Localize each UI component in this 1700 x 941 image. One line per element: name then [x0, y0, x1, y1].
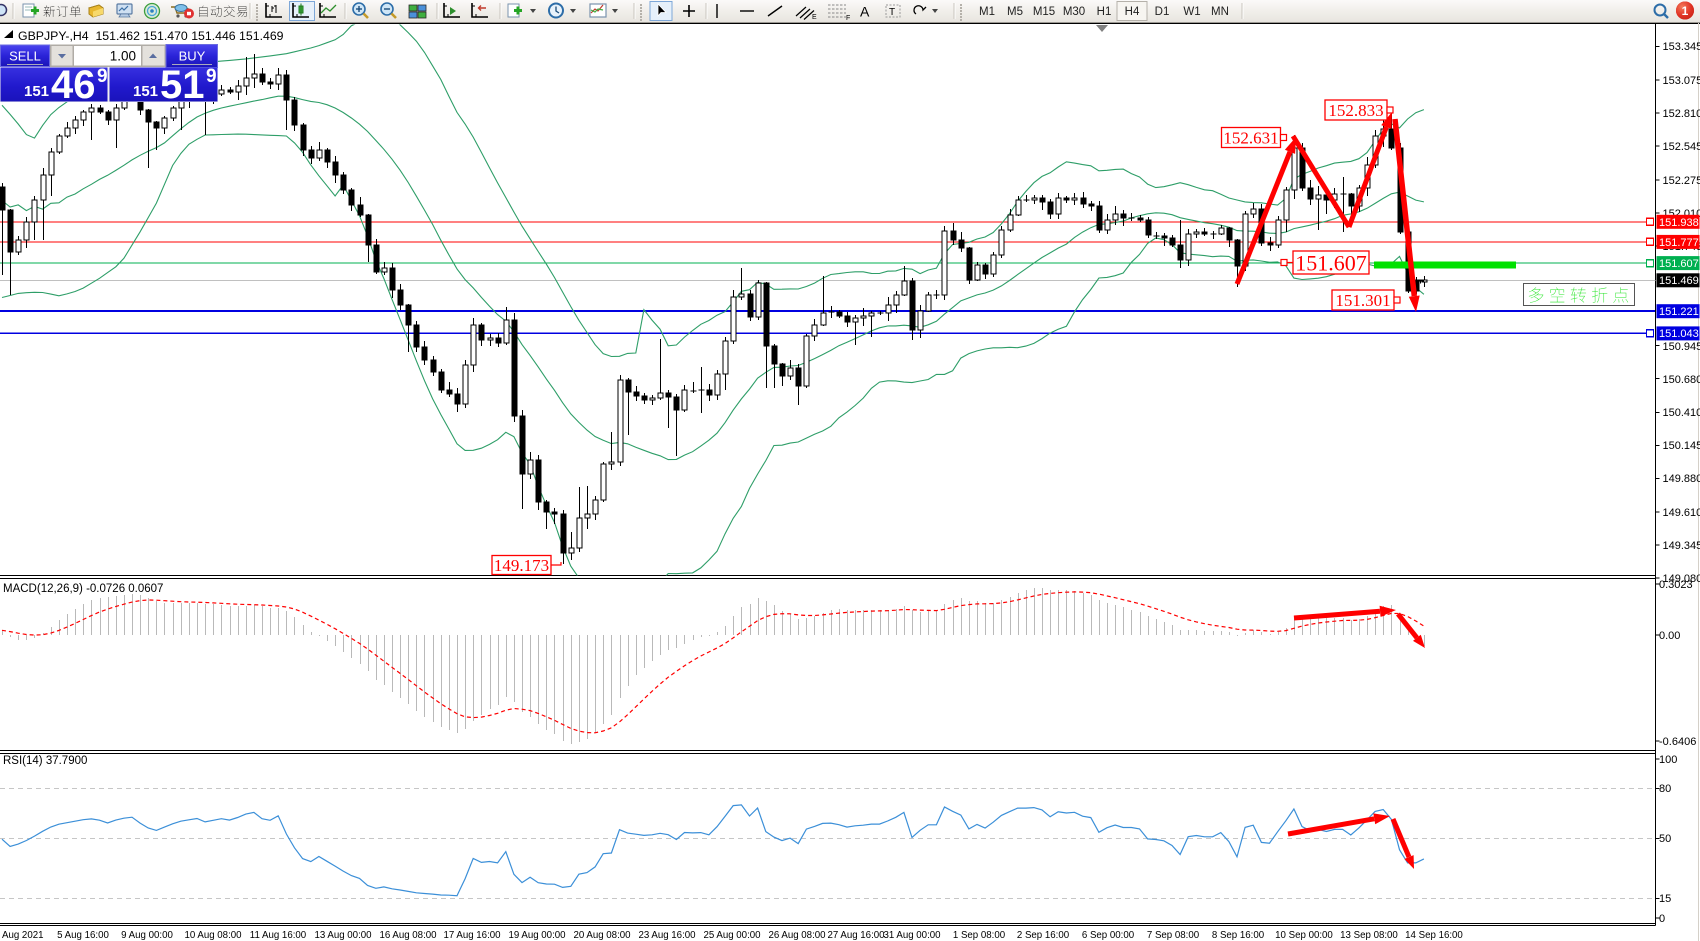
svg-text:153.075: 153.075	[1663, 75, 1700, 87]
svg-text:Aug 2021: Aug 2021	[2, 930, 43, 941]
svg-text:9 Aug 00:00: 9 Aug 00:00	[121, 930, 173, 941]
svg-text:151.221: 151.221	[1659, 306, 1699, 318]
svg-text:E: E	[812, 14, 817, 21]
svg-text:149.173: 149.173	[494, 556, 549, 575]
svg-text:151.607: 151.607	[1295, 250, 1367, 275]
svg-text:A: A	[860, 4, 870, 20]
svg-text:10 Sep 00:00: 10 Sep 00:00	[1275, 930, 1333, 941]
svg-text:-0.6406: -0.6406	[1659, 736, 1696, 748]
svg-text:9: 9	[97, 66, 108, 87]
svg-text:RSI(14) 37.7900: RSI(14) 37.7900	[3, 755, 87, 767]
svg-text:152.275: 152.275	[1663, 175, 1700, 187]
svg-text:M30: M30	[1063, 6, 1085, 18]
svg-text:19 Aug 00:00: 19 Aug 00:00	[508, 930, 566, 941]
svg-text:6 Sep 00:00: 6 Sep 00:00	[1082, 930, 1135, 941]
svg-text:152.631: 152.631	[1223, 129, 1278, 148]
svg-text:152.833: 152.833	[1328, 101, 1383, 120]
svg-text:9: 9	[206, 66, 217, 87]
svg-text:149.880: 149.880	[1663, 473, 1700, 485]
svg-text:13 Aug 00:00: 13 Aug 00:00	[314, 930, 372, 941]
svg-text:W1: W1	[1183, 6, 1200, 18]
svg-text:M5: M5	[1007, 6, 1023, 18]
svg-text:MACD(12,26,9) -0.0726 0.0607: MACD(12,26,9) -0.0726 0.0607	[3, 583, 163, 595]
svg-text:BUY: BUY	[179, 49, 206, 64]
svg-text:150.945: 150.945	[1663, 341, 1700, 353]
svg-text:0.00: 0.00	[1659, 630, 1680, 642]
svg-text:150.410: 150.410	[1663, 407, 1700, 419]
svg-text:0.3023: 0.3023	[1659, 579, 1693, 591]
svg-text:151.607: 151.607	[1659, 258, 1699, 270]
svg-text:50: 50	[1659, 833, 1671, 845]
svg-text:51: 51	[160, 63, 205, 107]
svg-text:13 Sep 08:00: 13 Sep 08:00	[1340, 930, 1398, 941]
svg-text:151.043: 151.043	[1659, 328, 1699, 340]
svg-text:46: 46	[51, 63, 96, 107]
svg-text:0: 0	[1659, 913, 1665, 925]
svg-text:151: 151	[24, 83, 49, 100]
svg-text:151.938: 151.938	[1659, 217, 1699, 229]
svg-text:150.145: 150.145	[1663, 440, 1700, 452]
svg-text:1.00: 1.00	[110, 49, 136, 64]
svg-text:31 Aug 00:00: 31 Aug 00:00	[883, 930, 941, 941]
svg-text:151: 151	[133, 83, 158, 100]
svg-text:GBPJPY-,H4 151.462 151.470 15: GBPJPY-,H4 151.462 151.470 151.446 151.4…	[18, 29, 284, 43]
svg-text:D1: D1	[1155, 6, 1170, 18]
svg-text:H4: H4	[1125, 6, 1140, 18]
svg-text:152.545: 152.545	[1663, 141, 1700, 153]
svg-text:15: 15	[1659, 893, 1671, 905]
svg-text:152.810: 152.810	[1663, 108, 1700, 120]
svg-text:80: 80	[1659, 783, 1671, 795]
svg-text:H1: H1	[1097, 6, 1112, 18]
svg-text:23 Aug 16:00: 23 Aug 16:00	[638, 930, 696, 941]
svg-text:5 Aug 16:00: 5 Aug 16:00	[57, 930, 109, 941]
svg-text:1: 1	[1682, 4, 1689, 18]
svg-text:100: 100	[1659, 754, 1677, 766]
svg-text:8 Sep 16:00: 8 Sep 16:00	[1212, 930, 1265, 941]
svg-text:149.345: 149.345	[1663, 540, 1700, 552]
svg-text:11 Aug 16:00: 11 Aug 16:00	[250, 930, 307, 941]
svg-text:17 Aug 16:00: 17 Aug 16:00	[443, 930, 501, 941]
svg-text:151.301: 151.301	[1335, 291, 1390, 310]
svg-text:25 Aug 00:00: 25 Aug 00:00	[703, 930, 761, 941]
svg-text:MN: MN	[1211, 6, 1229, 18]
svg-text:SELL: SELL	[9, 49, 41, 64]
svg-text:151.469: 151.469	[1659, 275, 1699, 287]
svg-text:2 Sep 16:00: 2 Sep 16:00	[1017, 930, 1070, 941]
svg-text:149.610: 149.610	[1663, 507, 1700, 519]
svg-text:150.680: 150.680	[1663, 374, 1700, 386]
svg-text:20 Aug 08:00: 20 Aug 08:00	[573, 930, 631, 941]
svg-text:M1: M1	[979, 6, 995, 18]
svg-text:26 Aug 08:00: 26 Aug 08:00	[768, 930, 826, 941]
svg-text:14 Sep 16:00: 14 Sep 16:00	[1405, 930, 1463, 941]
svg-text:7 Sep 08:00: 7 Sep 08:00	[1147, 930, 1200, 941]
svg-text:153.345: 153.345	[1663, 41, 1700, 53]
svg-text:1 Sep 08:00: 1 Sep 08:00	[953, 930, 1006, 941]
svg-text:149.080: 149.080	[1663, 573, 1700, 585]
svg-text:10 Aug 08:00: 10 Aug 08:00	[184, 930, 242, 941]
svg-text:27 Aug 16:00: 27 Aug 16:00	[827, 930, 885, 941]
svg-text:F: F	[846, 15, 850, 22]
svg-text:T: T	[889, 7, 895, 18]
svg-text:M15: M15	[1033, 6, 1055, 18]
svg-text:16 Aug 08:00: 16 Aug 08:00	[379, 930, 437, 941]
svg-text:151.777: 151.777	[1659, 237, 1699, 249]
